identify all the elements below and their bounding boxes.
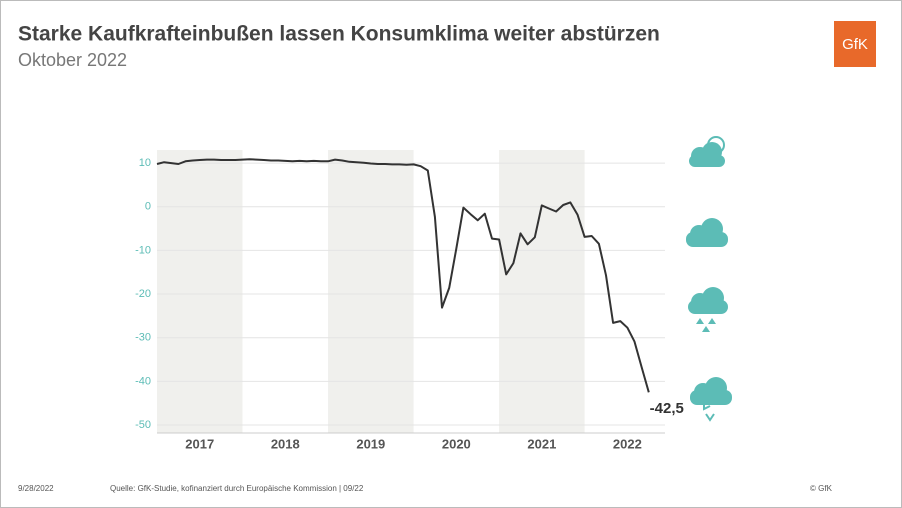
line <box>156 158 650 393</box>
icon-rain <box>688 287 728 332</box>
footer-date: 9/28/2022 <box>18 484 54 493</box>
icon-cloud <box>686 218 728 247</box>
x-tick-label: 2021 <box>527 436 556 451</box>
y-tick-label: -10 <box>135 244 151 256</box>
year-band <box>328 150 414 433</box>
plot: -50 -40 -30 -20 -10 0 10 2017 2018 2019 2020 2021 20… <box>135 150 684 451</box>
logo: GfK <box>842 36 868 53</box>
icon-sun-cloud <box>689 136 725 167</box>
subtitle: Oktober 2022 <box>18 50 127 70</box>
y-tick-label: -40 <box>135 375 151 387</box>
y-tick-label: -50 <box>135 419 151 431</box>
y-tick-label: -30 <box>135 332 151 344</box>
footer-source: Quelle: GfK-Studie, kofinanziert durch E… <box>110 484 364 493</box>
logo-box <box>834 21 876 67</box>
weather-icons <box>686 136 732 422</box>
y-tick-label: 0 <box>145 201 151 213</box>
year-band <box>499 150 585 433</box>
x-tick-label: 2020 <box>442 436 471 451</box>
title: Starke Kaufkrafteinbußen lassen Konsumkl… <box>18 23 660 46</box>
footer-copyright: © GfK <box>810 484 833 493</box>
x-tick-label: 2022 <box>613 436 642 451</box>
end-label: -42,5 <box>650 400 684 417</box>
y-tick-label: 10 <box>139 157 151 169</box>
year-band <box>157 150 243 433</box>
y-tick-label: -20 <box>135 288 151 300</box>
icon-storm <box>690 377 732 422</box>
x-tick-label: 2017 <box>185 436 214 451</box>
x-tick-label: 2019 <box>356 436 385 451</box>
x-tick-label: 2018 <box>271 436 300 451</box>
